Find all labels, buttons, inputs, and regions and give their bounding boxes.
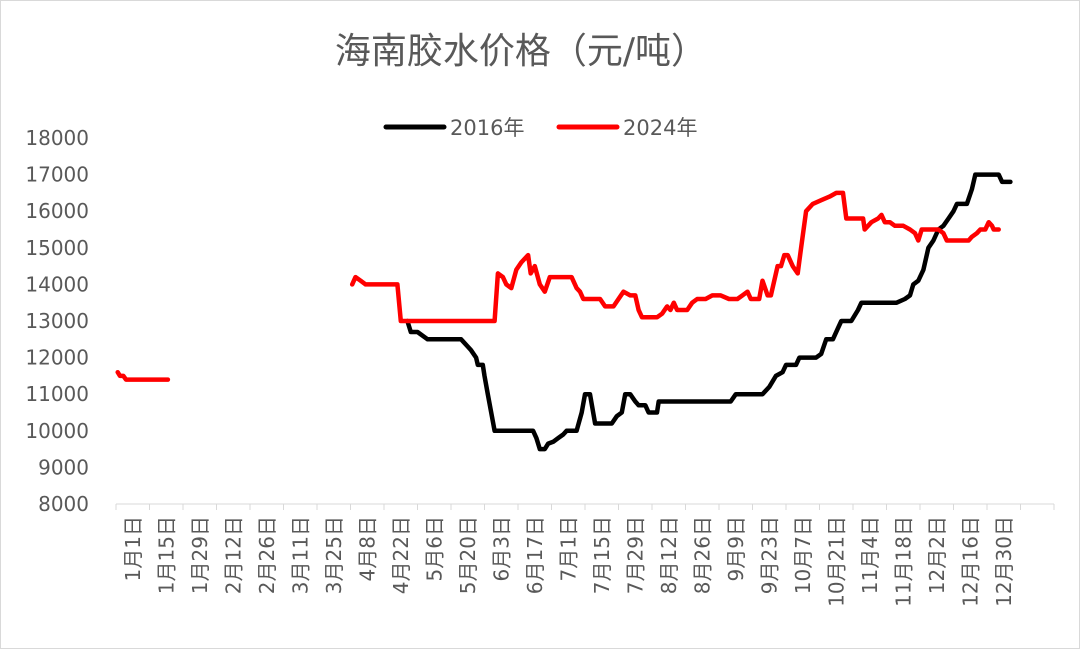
x-tick-label: 2月12日 <box>221 516 245 594</box>
x-tick-label: 12月2日 <box>925 516 949 594</box>
x-tick-label: 1月29日 <box>188 516 212 594</box>
x-tick-label: 7月15日 <box>590 516 614 594</box>
x-tick-label: 6月17日 <box>523 516 547 594</box>
series-line-1 <box>115 369 171 382</box>
x-tick-label: 8月12日 <box>657 516 681 594</box>
y-axis-ticks: 8000 9000 10000 11000 12000 13000 14000 15000 16… <box>25 126 89 516</box>
chart-title: 海南胶水价格（元/吨） <box>335 31 707 72</box>
x-tick-label: 2月26日 <box>255 516 279 594</box>
x-tick-label: 5月20日 <box>456 516 480 594</box>
legend-label: 2016年 <box>450 116 524 140</box>
x-tick-label: 4月22日 <box>389 516 413 594</box>
x-tick-label: 10月21日 <box>824 516 848 607</box>
series-line-0 <box>405 172 1013 452</box>
series-line-1 <box>349 190 1001 324</box>
x-tick-label: 1月15日 <box>154 516 178 594</box>
y-tick-label: 14000 <box>25 272 89 296</box>
x-axis: 1月1日 1月15日 1月29日 2月12日 2月26日 3月11日 3月25日 4月8日 4月… <box>115 503 1055 607</box>
y-tick-label: 11000 <box>25 382 89 406</box>
legend: 2016年 2024年 <box>383 116 697 140</box>
y-tick-label: 17000 <box>25 163 89 187</box>
y-tick-label: 9000 <box>38 455 89 479</box>
x-tick-label: 7月1日 <box>556 516 580 581</box>
legend-label: 2024年 <box>623 116 697 140</box>
x-tick-label: 11月18日 <box>891 516 915 607</box>
x-tick-label: 12月30日 <box>992 516 1016 607</box>
x-tick-label: 8月26日 <box>690 516 714 594</box>
x-tick-label: 12月16日 <box>958 516 982 607</box>
y-tick-label: 16000 <box>25 199 89 223</box>
x-tick-label: 9月23日 <box>757 516 781 594</box>
x-tick-label: 4月8日 <box>355 516 379 581</box>
y-tick-label: 18000 <box>25 126 89 150</box>
x-tick-label: 6月3日 <box>489 516 513 581</box>
x-tick-label: 7月29日 <box>623 516 647 594</box>
x-tick-label: 3月11日 <box>288 516 312 594</box>
x-tick-label: 10月7日 <box>791 516 815 594</box>
x-tick-label: 3月25日 <box>322 516 346 594</box>
y-tick-label: 12000 <box>25 346 89 370</box>
y-tick-label: 10000 <box>25 419 89 443</box>
x-tick-label: 9月9日 <box>724 516 748 581</box>
y-tick-label: 15000 <box>25 236 89 260</box>
series-lines <box>115 172 1013 452</box>
y-tick-label: 13000 <box>25 309 89 333</box>
x-tick-label: 1月1日 <box>121 516 145 581</box>
x-tick-label: 5月6日 <box>422 516 446 581</box>
x-tick-label: 11月4日 <box>858 516 882 594</box>
y-tick-label: 8000 <box>38 492 89 516</box>
